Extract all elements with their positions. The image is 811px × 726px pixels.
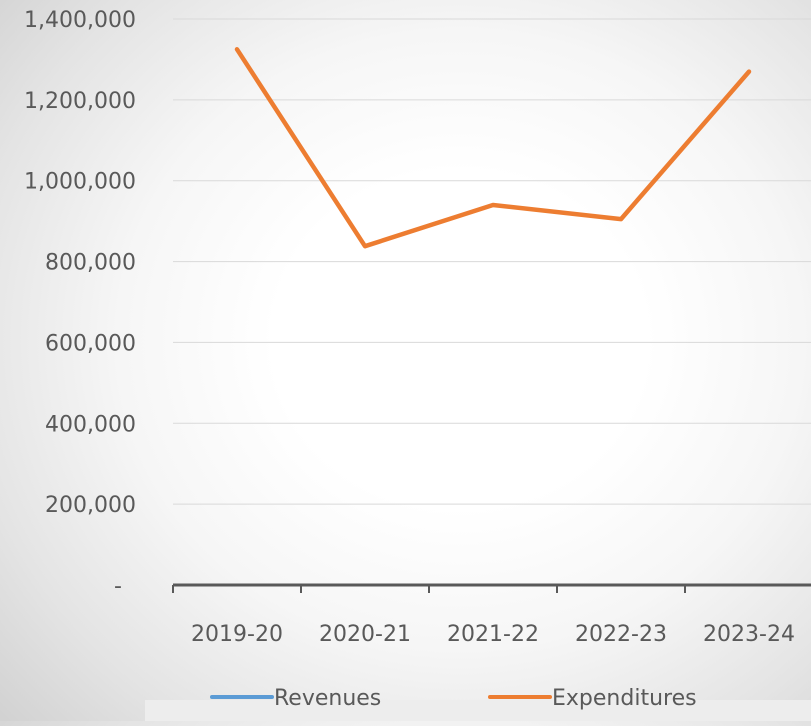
gridlines — [173, 18, 811, 505]
x-tick-label: 2023-24 — [703, 622, 795, 647]
y-tick-label: 600,000 — [45, 331, 136, 356]
y-tick-label: 1,400,000 — [24, 8, 136, 33]
series-line — [234, 47, 752, 249]
x-tick-label: 2022-23 — [575, 622, 667, 647]
series-lines — [234, 47, 752, 249]
y-tick-label: 400,000 — [45, 412, 136, 437]
legend-label: Expenditures — [552, 686, 697, 711]
y-axis-tick-labels: - 200,000 400,000 600,000 800,000 1,000,000 1,… — [24, 8, 136, 599]
legend-background — [145, 700, 811, 721]
legend: Revenues Expenditures — [145, 686, 811, 721]
x-tick-label: 2021-22 — [447, 622, 539, 647]
x-tick-label: 2019-20 — [191, 622, 283, 647]
y-tick-label: 800,000 — [45, 251, 136, 276]
y-tick-label: 200,000 — [45, 493, 136, 518]
x-axis — [172, 583, 811, 593]
x-tick-label: 2020-21 — [319, 622, 411, 647]
y-tick-label: - — [114, 574, 122, 599]
y-tick-label: 1,200,000 — [24, 89, 136, 114]
y-tick-label: 1,000,000 — [24, 170, 136, 195]
legend-label: Revenues — [274, 686, 381, 711]
x-axis-tick-labels: 2019-20 2020-21 2021-22 2022-23 2023-24 — [191, 622, 795, 647]
